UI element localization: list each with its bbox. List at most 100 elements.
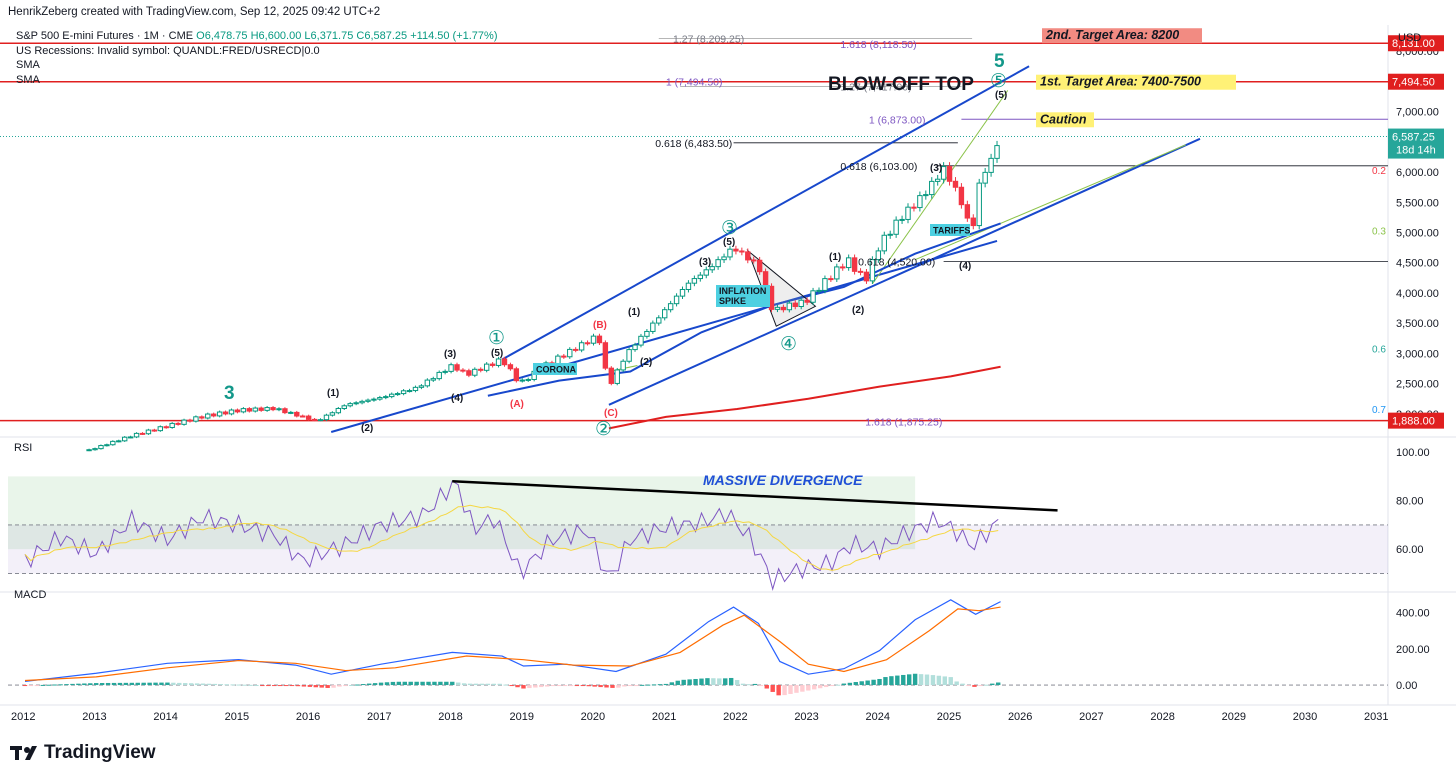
- candle-body: [270, 407, 276, 411]
- price-tick-label: 2,500.00: [1396, 379, 1439, 391]
- macd-tick-label: 0.00: [1396, 680, 1417, 692]
- candle-body: [121, 436, 128, 442]
- macd-histogram-bar: [491, 683, 497, 686]
- macd-histogram-bar: [438, 681, 443, 686]
- candle-body: [187, 419, 193, 422]
- indicator-sma-1[interactable]: SMA: [16, 59, 40, 71]
- time-tick-label: 2012: [11, 711, 35, 723]
- macd-histogram-bar: [408, 681, 413, 686]
- macd-histogram-bar: [444, 681, 449, 686]
- macd-histogram-bar: [912, 673, 918, 686]
- candle-body: [282, 408, 288, 414]
- price-tick-label: 4,000.00: [1396, 288, 1439, 300]
- candle-body: [762, 271, 769, 287]
- candle-body: [483, 363, 490, 371]
- macd-histogram-bar: [853, 682, 858, 686]
- rsi-tick-label: 80.00: [1396, 496, 1424, 508]
- macd-histogram-bar: [426, 681, 431, 686]
- candle-body: [127, 436, 134, 439]
- macd-histogram-bar: [895, 675, 900, 686]
- candle-body: [353, 402, 359, 405]
- candle-body: [400, 390, 407, 395]
- macd-histogram-bar: [105, 682, 111, 686]
- candle-body: [394, 393, 401, 396]
- wave-count-label: (5): [491, 348, 503, 359]
- wave-count-label: (2): [361, 423, 373, 434]
- macd-histogram-bar: [794, 685, 799, 693]
- macd-histogram-bar: [111, 682, 117, 686]
- macd-histogram-bar: [681, 679, 686, 686]
- candle-body: [638, 335, 644, 346]
- candle-body: [240, 408, 247, 413]
- indicator-recessions[interactable]: US Recessions: Invalid symbol: QUANDL:FR…: [16, 45, 320, 57]
- event-box-bg: [716, 285, 770, 307]
- price-tick-label: 5,500.00: [1396, 197, 1439, 209]
- macd-histogram-bar: [396, 681, 402, 686]
- candle-body: [460, 369, 466, 372]
- sma-fast-line: [487, 222, 1001, 397]
- candle-body: [335, 407, 342, 414]
- macd-histogram-bar: [645, 684, 651, 686]
- macd-histogram-bar: [806, 685, 811, 691]
- macd-histogram-bar: [740, 683, 746, 686]
- indicator-sma-2[interactable]: SMA: [16, 74, 40, 86]
- event-box-label: SPIKE: [719, 296, 746, 306]
- wave-count-label: (4): [959, 261, 971, 272]
- candle-body: [252, 407, 258, 412]
- candle-body: [329, 412, 336, 416]
- symbol-name[interactable]: S&P 500 E-mini Futures · 1M · CME: [16, 30, 194, 42]
- macd-histogram-bar: [675, 680, 680, 686]
- candle-body: [774, 306, 781, 310]
- macd-histogram-bar: [604, 685, 609, 688]
- time-tick-label: 2018: [438, 711, 462, 723]
- last-price-tag-bg: [1388, 128, 1444, 159]
- macd-histogram-bar: [361, 684, 366, 686]
- candle-body: [739, 250, 745, 253]
- macd-histogram-bar: [918, 674, 924, 686]
- macd-histogram-bar: [728, 677, 734, 686]
- candle-body: [98, 445, 104, 450]
- rsi-tick-label: 100.00: [1396, 447, 1430, 459]
- candle-body: [377, 397, 383, 400]
- macd-histogram-bar: [978, 685, 983, 687]
- time-tick-label: 2015: [225, 711, 249, 723]
- macd-histogram-bar: [135, 682, 140, 686]
- candle-body: [110, 440, 116, 446]
- macd-histogram-bar: [236, 684, 241, 686]
- event-box-label: INFLATION: [719, 286, 766, 296]
- candle-body: [840, 266, 846, 269]
- candle-body: [745, 251, 751, 261]
- macd-histogram-bar: [812, 685, 817, 690]
- candle-body: [667, 303, 674, 311]
- candle-body: [383, 396, 389, 399]
- candle-body: [181, 419, 187, 425]
- macd-histogram-bar: [657, 684, 663, 686]
- candle-body: [495, 358, 502, 366]
- macd-histogram-bar: [82, 683, 87, 686]
- upper-channel-line: [501, 65, 1030, 361]
- macd-histogram-bar: [52, 684, 57, 686]
- candle-body: [851, 257, 858, 272]
- macd-histogram-bar: [829, 685, 835, 687]
- macd-histogram-bar: [764, 685, 769, 689]
- macd-histogram-bar: [159, 682, 164, 686]
- macd-histogram-bar: [34, 685, 40, 687]
- macd-histogram-bar: [930, 675, 936, 686]
- rsi-highlight-zone: [8, 476, 916, 550]
- candle-body: [163, 426, 169, 429]
- candle-body: [940, 166, 947, 180]
- candle-body: [572, 348, 579, 351]
- candle-body: [845, 257, 852, 269]
- macd-histogram-bar: [230, 684, 235, 686]
- macd-histogram-bar: [515, 685, 520, 688]
- time-tick-label: 2023: [794, 711, 818, 723]
- macd-signal-line: [24, 606, 1001, 682]
- candle-body: [834, 266, 840, 280]
- green-trend-line: [871, 90, 1009, 285]
- candle-body: [323, 414, 330, 421]
- macd-pane-title: MACD: [14, 589, 46, 601]
- macd-histogram-bar: [455, 682, 461, 686]
- candle-body: [341, 405, 347, 409]
- macd-histogram-bar: [574, 685, 580, 687]
